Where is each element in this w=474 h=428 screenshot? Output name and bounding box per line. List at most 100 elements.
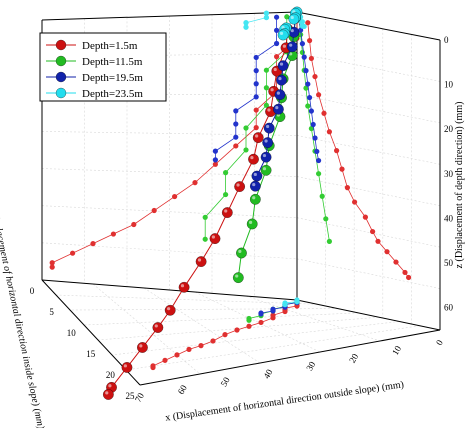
series-2-projection-point	[223, 170, 229, 176]
series-3-projection-point	[305, 81, 311, 87]
series-1-point-highlight	[267, 108, 271, 112]
series-1-projection-point	[406, 274, 412, 281]
series-layer	[103, 6, 303, 400]
axis-frame-line	[139, 329, 441, 386]
series-1-projection-point	[234, 327, 240, 333]
series-4-projection-point	[263, 14, 269, 21]
grid-line	[41, 242, 298, 260]
series-1-projection-point	[253, 107, 259, 113]
series-1-projection-line	[307, 22, 409, 278]
series-1-projection-point	[49, 264, 55, 270]
series-1-projection-point	[131, 221, 137, 228]
y-tick-label: 15	[86, 349, 96, 359]
series-4-projection-point	[263, 10, 269, 16]
series-1-projection-point	[307, 37, 313, 44]
series-1-projection-point	[282, 308, 288, 315]
series-1-point-highlight	[197, 258, 202, 262]
z-tick-label: 30	[444, 169, 454, 179]
series-3-projection-point	[314, 148, 320, 155]
series-1-projection-point	[402, 269, 408, 276]
grid-line	[111, 321, 400, 356]
series-1-point-highlight	[211, 235, 215, 239]
series-1-point-highlight	[154, 324, 158, 328]
series-2-point-highlight	[289, 52, 293, 56]
series-3-projection-point	[301, 54, 307, 60]
series-3-projection-point	[253, 94, 259, 100]
series-2-projection-point	[284, 14, 290, 20]
grid-line	[296, 176, 441, 207]
series-3-point	[276, 74, 287, 86]
grid-line	[245, 295, 381, 342]
series-2-projection-point	[263, 85, 269, 91]
grid-line	[69, 308, 338, 311]
series-3-projection-point	[308, 108, 314, 114]
series-3-point	[273, 103, 284, 115]
series-2-projection-point	[305, 103, 311, 109]
series-1-projection-point	[305, 20, 311, 26]
series-3-projection-point	[307, 94, 313, 101]
series-1-point	[221, 207, 233, 218]
z-tick-label: 50	[444, 258, 454, 268]
series-1-projection-point	[246, 323, 252, 329]
series-3-point-highlight	[252, 182, 256, 187]
series-3-projection-point	[212, 157, 218, 163]
series-2-projection-point	[319, 193, 325, 199]
series-1-projection-point	[339, 166, 345, 172]
legend-marker	[55, 39, 67, 51]
series-1-projection-point	[150, 364, 156, 371]
series-2-point	[246, 218, 258, 230]
series-1-point-highlight	[123, 364, 127, 368]
y-tick-label: 5	[49, 307, 54, 317]
series-2-point-highlight	[235, 274, 239, 278]
x-tick-label: 40	[261, 367, 274, 380]
series-1-point	[121, 362, 133, 373]
series-1-projection-point	[110, 231, 116, 237]
series-3-projection-point	[299, 41, 305, 47]
series-3-point	[249, 180, 261, 192]
series-1-projection-point	[316, 92, 322, 98]
series-3-projection-point	[253, 81, 259, 87]
series-4-point	[288, 13, 300, 25]
series-3-point-highlight	[289, 43, 293, 47]
series-2-projection-point	[263, 67, 269, 73]
z-tick-label: 20	[444, 124, 454, 134]
series-1-point	[209, 233, 221, 244]
grid-line	[296, 217, 441, 248]
series-4-projection-line	[245, 13, 267, 28]
grid-line	[296, 135, 441, 165]
series-1-point-highlight	[282, 44, 286, 48]
series-1-point-highlight	[224, 209, 228, 213]
axis-frame-line	[41, 279, 298, 301]
series-1-projection-point	[233, 143, 239, 149]
series-2-point	[236, 247, 247, 259]
x-tick-label: 70	[133, 391, 146, 404]
series-4-point-highlight	[279, 31, 284, 35]
series-2-projection-point	[243, 125, 249, 131]
grid-line	[55, 294, 318, 305]
series-2-projection-point	[246, 317, 252, 323]
series-1-projection-point	[375, 238, 381, 244]
series-2-projection-point	[202, 214, 208, 220]
series-1-point-highlight	[108, 384, 112, 388]
series-1-projection-point	[174, 352, 180, 358]
series-2-projection-point	[263, 102, 269, 108]
x-tick-label: 50	[219, 375, 232, 388]
series-1-projection-point	[210, 338, 216, 344]
series-1-projection-point	[344, 185, 350, 191]
series-3-point	[251, 170, 263, 182]
series-1-point-highlight	[236, 183, 240, 187]
series-3-projection-point	[253, 68, 259, 74]
series-1-projection-point	[321, 110, 327, 116]
series-3-projection-point	[274, 14, 280, 20]
series-3-point	[260, 151, 272, 163]
series-3-point-highlight	[290, 29, 294, 33]
series-4-point	[277, 29, 289, 41]
series-1-projection-point	[384, 249, 390, 255]
legend-label: Depth=23.5m	[82, 88, 143, 100]
series-2-projection-point	[243, 147, 249, 153]
series-1-projection-point	[151, 207, 157, 214]
series-2-projection-point	[316, 171, 322, 177]
legend: Depth=1.5m Depth=11.5m Depth=19.5m Depth=23…	[39, 32, 167, 102]
series-3-point-highlight	[275, 106, 279, 110]
